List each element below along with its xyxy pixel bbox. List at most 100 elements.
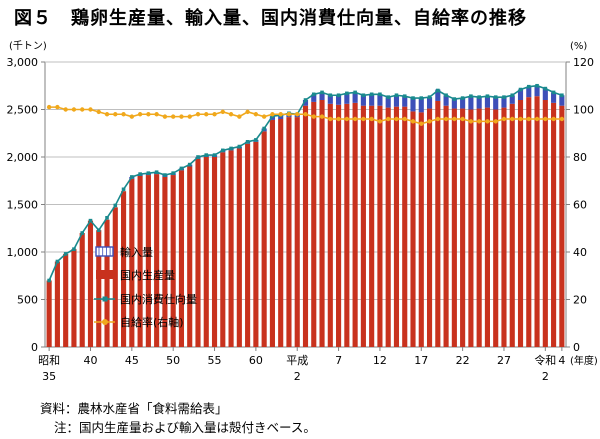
bar-production [393,106,400,348]
ytick-label-right: 40 [573,246,587,259]
bar-imports [460,98,466,109]
bar-production [526,97,532,348]
point-self-sufficiency [63,107,68,112]
point-consumption [154,170,159,174]
point-self-sufficiency [419,121,424,126]
bar-production [145,175,151,347]
point-consumption [394,93,399,98]
point-self-sufficiency [468,119,474,124]
legend-label-self-sufficiency: 自給率(右軸) [120,315,184,329]
point-self-sufficiency [377,119,383,124]
ytick-label-left: 500 [17,294,38,307]
bar-imports [426,97,433,109]
bar-production [377,105,383,347]
point-consumption [560,93,564,98]
point-consumption [419,96,424,100]
bar-production [435,100,441,347]
point-consumption [63,252,68,256]
bar-production [468,109,474,347]
bar-imports [484,96,491,108]
point-self-sufficiency [361,116,366,122]
bar-production [203,157,209,347]
point-self-sufficiency [460,116,465,122]
xtick-label: 22 [456,354,470,367]
ytick-label-right: 20 [573,294,587,307]
bar-production [286,117,292,347]
ytick-label-right: 60 [573,199,587,212]
bar-production [418,112,424,347]
xtick-label: 40 [83,354,97,367]
point-self-sufficiency [286,112,292,117]
point-self-sufficiency [443,116,449,122]
xtick-label-sub: 35 [42,370,56,383]
bar-production [327,103,333,347]
legend-marker-self-sufficiency [102,319,108,325]
remark-text: 国内生産量および輸入量は殻付きベース。 [79,420,316,435]
point-self-sufficiency [534,116,540,122]
bar-production [79,233,85,347]
ytick-label-right: 120 [573,56,594,69]
bar-imports [493,97,499,110]
ytick-label-left: 0 [31,341,38,354]
point-consumption [146,171,151,175]
legend-marker-consumption [102,296,108,302]
point-self-sufficiency [369,116,374,122]
bar-production [63,253,69,347]
point-consumption [551,90,556,95]
xtick-label: 7 [335,354,342,367]
xtick-label: 27 [497,354,511,367]
point-consumption [204,153,209,157]
bar-production [559,105,565,347]
bar-production [542,100,548,347]
source-note: 資料：農林水産省「食料需給表」 [40,398,228,417]
point-self-sufficiency [137,112,143,117]
ytick-label-left: 1,500 [7,199,39,212]
bar-imports [551,92,557,103]
point-self-sufficiency [129,114,135,119]
point-consumption [427,95,432,99]
bar-production [551,102,557,347]
bar-production [460,108,466,347]
point-consumption [130,175,134,179]
bar-production [402,106,408,348]
point-self-sufficiency [270,112,275,117]
bar-imports [352,92,358,103]
xtick-label: 45 [125,354,139,367]
bar-production [501,107,507,347]
bar-production [112,207,118,347]
point-consumption [96,228,101,232]
point-consumption [262,126,266,131]
point-self-sufficiency [245,109,250,115]
point-self-sufficiency [212,112,217,117]
bar-production [104,219,110,347]
xtick-label: 17 [414,354,428,367]
point-consumption [353,90,357,95]
xtick-label: 55 [208,354,222,367]
point-self-sufficiency [113,112,118,117]
bar-production [269,119,275,347]
figure-title: 図５ 鶏卵生産量、輸入量、国内消費仕向量、自給率の推移 [14,8,527,29]
point-consumption [229,146,233,151]
point-self-sufficiency [55,104,60,110]
point-self-sufficiency [253,112,259,117]
point-self-sufficiency [402,116,407,122]
ytick-label-right: 100 [573,104,594,117]
point-self-sufficiency [476,119,482,124]
xtick-label: 60 [249,354,263,367]
bar-production [253,141,259,347]
bar-production [294,117,300,347]
point-self-sufficiency [485,119,490,124]
point-self-sufficiency [493,119,498,124]
bar-imports [509,95,515,104]
bar-production [96,230,102,347]
xtick-label: 平成 [286,354,308,367]
point-consumption [121,187,126,192]
bar-production [162,176,168,347]
point-consumption [212,153,217,157]
bar-production [484,107,491,347]
point-self-sufficiency [526,116,531,122]
point-consumption [245,140,250,144]
point-self-sufficiency [146,112,151,117]
ylabel-right: (%) [570,41,587,52]
